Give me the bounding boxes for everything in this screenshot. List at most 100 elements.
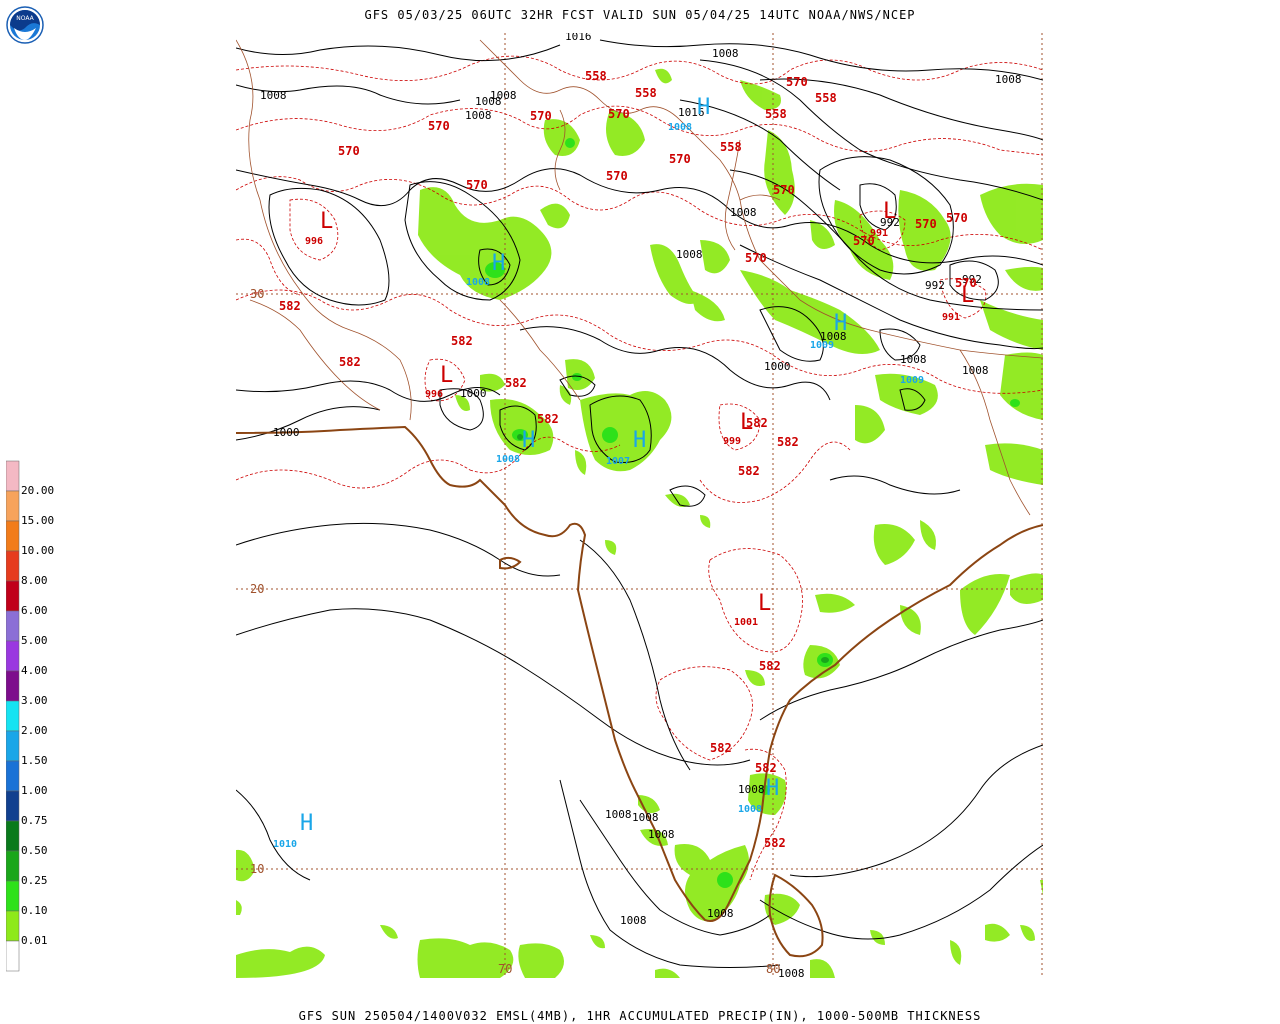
pressure-label: 1008 <box>707 907 734 920</box>
thickness-label: 558 <box>585 69 607 83</box>
precip-legend: 20.00 15.00 10.00 8.00 6.00 5.00 4.00 3.00 2.00 1… <box>6 460 54 972</box>
low-pressure-value: 999 <box>723 436 741 447</box>
legend-swatch <box>6 520 20 552</box>
pressure-label: 1008 <box>648 828 675 841</box>
pressure-label: 1008 <box>738 783 765 796</box>
thickness-label: 582 <box>738 464 760 478</box>
thickness-label: 570 <box>946 211 968 225</box>
legend-swatch <box>6 670 20 702</box>
thickness-label: 570 <box>338 144 360 158</box>
pressure-label: 1008 <box>900 353 927 366</box>
thickness-label: 558 <box>765 107 787 121</box>
legend-label: 15.00 <box>21 514 54 527</box>
thickness-label: 582 <box>759 659 781 673</box>
legend-label: 0.25 <box>21 874 48 887</box>
pressure-label: 1008 <box>475 95 502 108</box>
precip-areas <box>236 68 1043 978</box>
thickness-label: 582 <box>777 435 799 449</box>
legend-label: 20.00 <box>21 484 54 497</box>
thickness-label: 570 <box>745 251 767 265</box>
high-pressure-value: 1009 <box>900 375 924 386</box>
low-center-marker: L <box>758 591 771 616</box>
low-center-marker: L <box>740 410 753 435</box>
low-pressure-value: 1001 <box>734 617 758 628</box>
pressure-label: 1008 <box>605 808 632 821</box>
legend-label: 3.00 <box>21 694 48 707</box>
low-pressure-value: 991 <box>942 312 960 323</box>
thickness-label: 582 <box>451 334 473 348</box>
pressure-label: 1008 <box>620 914 647 927</box>
legend-swatch <box>6 490 20 522</box>
pressure-isobars <box>236 39 1043 968</box>
pressure-label: 1008 <box>260 89 287 102</box>
high-pressure-value: 1009 <box>810 340 834 351</box>
pressure-label: 1000 <box>273 426 300 439</box>
legend-swatch <box>6 700 20 732</box>
thickness-label: 570 <box>669 152 691 166</box>
thickness-label: 558 <box>815 91 837 105</box>
thickness-label: 570 <box>530 109 552 123</box>
thickness-label: 570 <box>915 217 937 231</box>
high-center-marker: H <box>522 428 535 453</box>
pressure-label: 1008 <box>632 811 659 824</box>
thickness-label: 582 <box>279 299 301 313</box>
low-center-marker: L <box>320 209 333 234</box>
pressure-label: 1008 <box>778 967 805 978</box>
thickness-label: 570 <box>608 107 630 121</box>
low-center-marker: L <box>883 199 896 224</box>
pressure-label: 992 <box>925 279 945 292</box>
legend-label: 1.50 <box>21 754 48 767</box>
map-title: GFS 05/03/25 06UTC 32HR FCST VALID SUN 0… <box>364 8 916 22</box>
borders <box>236 39 1043 516</box>
thickness-label: 570 <box>786 75 808 89</box>
grid-label: 70 <box>498 962 512 976</box>
thickness-label: 582 <box>710 741 732 755</box>
coastlines <box>236 425 1043 958</box>
low-center-marker: L <box>961 283 974 308</box>
legend-label: 6.00 <box>21 604 48 617</box>
legend-label: 4.00 <box>21 664 48 677</box>
pressure-label: 1000 <box>460 387 487 400</box>
grid-label: 20 <box>250 582 264 596</box>
legend-label: 0.01 <box>21 934 48 947</box>
legend-label: 2.00 <box>21 724 48 737</box>
pressure-label: 1008 <box>820 330 847 343</box>
high-center-marker: H <box>766 776 779 801</box>
high-pressure-value: 1008 <box>668 122 692 133</box>
high-center-marker: H <box>300 811 313 836</box>
grid-label: 30 <box>250 287 264 301</box>
legend-swatch <box>6 580 20 612</box>
thickness-label: 582 <box>755 761 777 775</box>
legend-swatch <box>6 850 20 882</box>
legend-label: 0.50 <box>21 844 48 857</box>
legend-swatch <box>6 610 20 642</box>
high-pressure-value: 1008 <box>466 277 490 288</box>
pressure-label: 1008 <box>712 47 739 60</box>
thickness-label: 570 <box>606 169 628 183</box>
pressure-label: 1008 <box>962 364 989 377</box>
grid-label: 80 <box>766 962 780 976</box>
thickness-label: 582 <box>505 376 527 390</box>
pressure-label: 1000 <box>764 360 791 373</box>
thickness-label: 570 <box>773 183 795 197</box>
grid-label: 10 <box>250 862 264 876</box>
legend-label: 1.00 <box>21 784 48 797</box>
legend-swatch <box>6 910 20 942</box>
legend-swatch <box>6 640 20 672</box>
lat-lon-grid <box>236 33 1043 978</box>
legend-swatch <box>6 460 20 492</box>
pressure-label: 1008 <box>465 109 492 122</box>
legend-swatch <box>6 820 20 852</box>
thickness-label: 582 <box>339 355 361 369</box>
pressure-label: 992 <box>880 216 900 229</box>
legend-swatch <box>6 760 20 792</box>
high-center-marker: H <box>492 251 505 276</box>
pressure-label: 1016 <box>565 33 592 43</box>
map-footer: GFS SUN 250504/1400V032 EMSL(4MB), 1HR A… <box>298 1009 982 1023</box>
high-center-marker: H <box>697 95 710 120</box>
thickness-label: 570 <box>955 276 977 290</box>
thickness-label: 570 <box>853 234 875 248</box>
legend-label: 8.00 <box>21 574 48 587</box>
